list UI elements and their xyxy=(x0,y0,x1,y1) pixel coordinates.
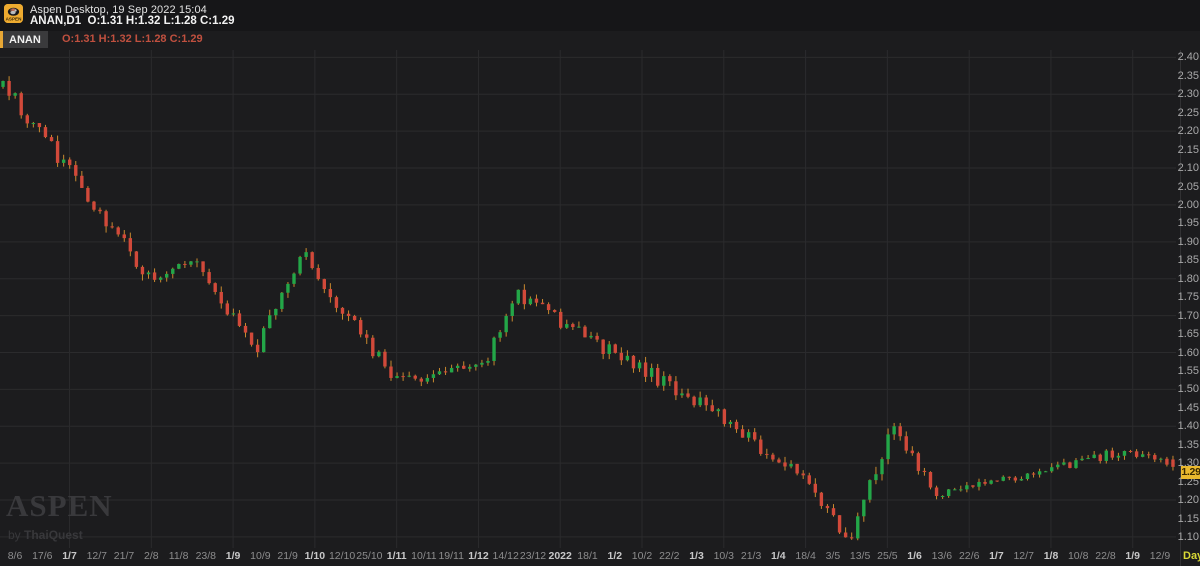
svg-text:ASPEN: ASPEN xyxy=(6,16,23,21)
